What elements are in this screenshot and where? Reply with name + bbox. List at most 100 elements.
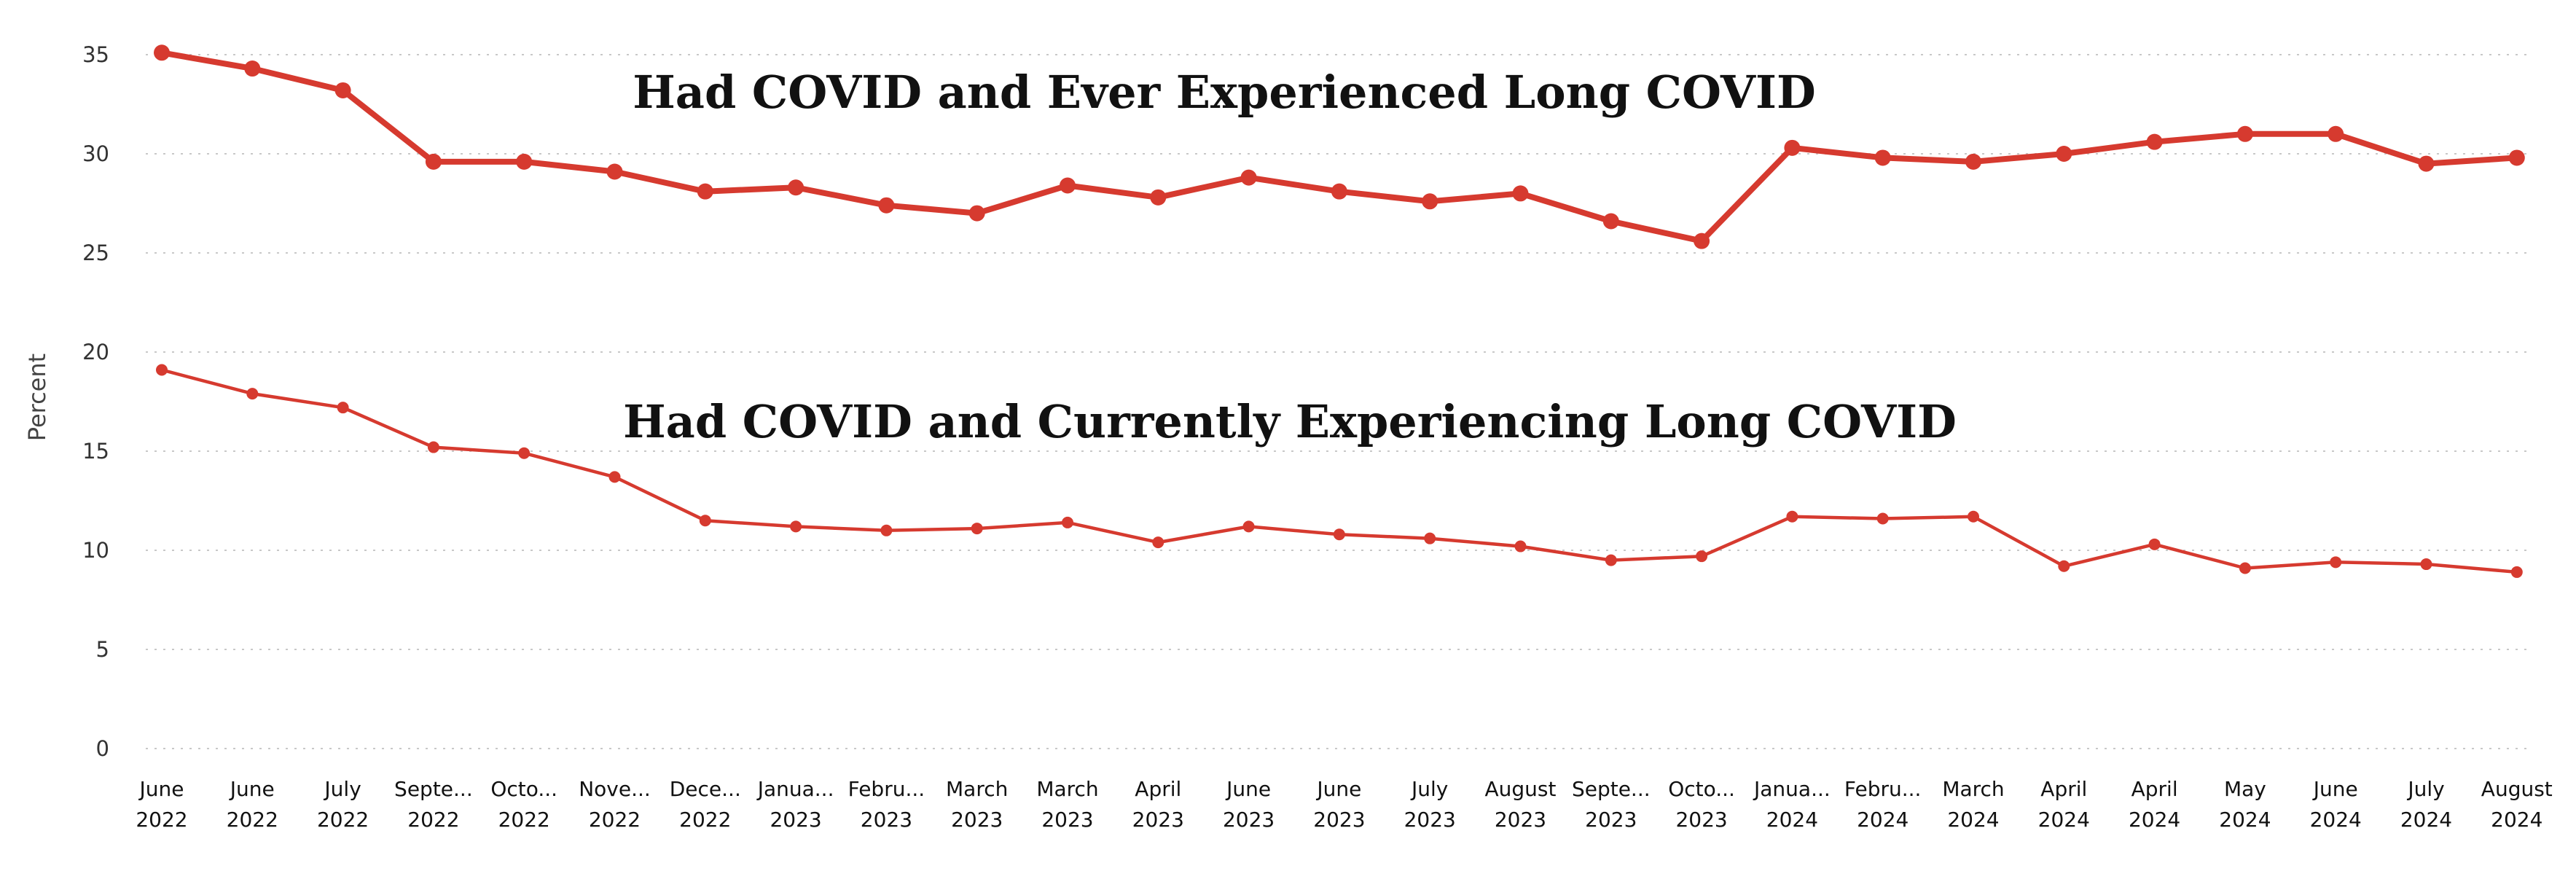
y-tick-label: 15 <box>82 439 109 464</box>
data-point <box>1784 139 1801 156</box>
x-tick-month: Septe... <box>1572 777 1651 801</box>
x-tick-year: 2024 <box>1766 808 1818 832</box>
x-tick-year: 2023 <box>1585 808 1637 832</box>
x-tick-month: April <box>2040 777 2087 801</box>
x-tick-year: 2023 <box>1675 808 1727 832</box>
x-tick-month: June <box>138 777 184 801</box>
data-point <box>2510 566 2523 578</box>
data-point <box>2239 562 2251 574</box>
data-point <box>790 520 802 533</box>
data-point <box>518 447 531 459</box>
x-tick-month: March <box>1036 777 1098 801</box>
x-tick-month: June <box>1225 777 1271 801</box>
data-point <box>246 388 259 400</box>
x-tick-month: Octo... <box>490 777 557 801</box>
data-point <box>1602 213 1619 230</box>
x-tick-month: Janua... <box>1753 777 1831 801</box>
data-point <box>2236 125 2253 142</box>
y-tick-label: 5 <box>96 637 109 662</box>
x-tick-year: 2022 <box>679 808 731 832</box>
x-tick-month: May <box>2224 777 2266 801</box>
x-tick-year: 2023 <box>1041 808 1093 832</box>
y-tick-label: 25 <box>82 241 109 265</box>
data-point <box>880 524 893 536</box>
data-point <box>878 197 895 214</box>
data-point <box>1150 189 1167 206</box>
data-point <box>1605 554 1617 566</box>
data-point <box>1694 233 1710 249</box>
x-tick-month: Febru... <box>848 777 925 801</box>
x-tick-month: Octo... <box>1668 777 1735 801</box>
x-tick-year: 2024 <box>2219 808 2271 832</box>
x-tick-month: July <box>2406 777 2444 801</box>
x-tick-month: August <box>1485 777 1557 801</box>
data-point <box>2418 155 2435 172</box>
x-tick-month: Nove... <box>579 777 651 801</box>
x-tick-month: March <box>946 777 1008 801</box>
data-point <box>516 153 533 170</box>
x-tick-month: April <box>2131 777 2178 801</box>
x-tick-month: June <box>2312 777 2358 801</box>
x-tick-month: March <box>1942 777 2004 801</box>
data-point <box>2056 146 2072 162</box>
data-point <box>1696 550 1708 563</box>
data-point <box>2420 558 2432 571</box>
y-axis-ticks: 0 5 10 15 20 25 30 35 <box>82 42 109 761</box>
data-point <box>425 153 442 170</box>
data-point <box>1060 177 1076 194</box>
x-tick-year: 2023 <box>1223 808 1275 832</box>
x-tick-year: 2023 <box>951 808 1003 832</box>
data-point <box>699 515 711 527</box>
x-tick-month: June <box>1315 777 1361 801</box>
x-tick-year: 2024 <box>2491 808 2542 832</box>
series-label-current-long-covid: Had COVID and Currently Experiencing Lon… <box>623 395 1957 448</box>
data-point <box>1874 149 1891 166</box>
data-point <box>244 60 261 77</box>
data-point <box>2328 125 2344 142</box>
x-tick-year: 2022 <box>227 808 278 832</box>
data-point <box>1242 520 1255 533</box>
x-tick-month: Febru... <box>1844 777 1922 801</box>
data-point <box>788 179 804 196</box>
y-tick-label: 20 <box>82 340 109 364</box>
x-tick-year: 2024 <box>1947 808 1999 832</box>
data-point <box>1333 528 1345 541</box>
data-point <box>697 183 713 200</box>
x-tick-year: 2022 <box>498 808 550 832</box>
x-tick-year: 2022 <box>317 808 369 832</box>
data-point <box>1876 512 1889 525</box>
data-point <box>1062 516 1073 528</box>
x-tick-year: 2024 <box>2129 808 2180 832</box>
y-tick-label: 30 <box>82 141 109 166</box>
data-point <box>971 523 983 535</box>
data-point <box>2058 560 2070 572</box>
x-tick-year: 2023 <box>770 808 821 832</box>
data-point <box>2148 538 2161 550</box>
data-point <box>427 441 439 453</box>
y-axis-label: Percent <box>23 354 51 441</box>
x-tick-year: 2024 <box>1857 808 1908 832</box>
data-point <box>1422 193 1438 210</box>
data-point <box>334 82 351 98</box>
x-tick-month: Dece... <box>670 777 741 801</box>
gridlines <box>146 54 2529 749</box>
data-point <box>968 205 985 222</box>
data-point <box>2330 556 2342 569</box>
data-point <box>1512 185 1529 202</box>
x-tick-month: August <box>2481 777 2553 801</box>
x-tick-year: 2023 <box>1313 808 1365 832</box>
x-tick-year: 2022 <box>407 808 459 832</box>
series-label-ever-long-covid: Had COVID and Ever Experienced Long COVI… <box>633 66 1816 119</box>
data-point <box>1240 169 1257 186</box>
x-tick-month: Janua... <box>756 777 834 801</box>
x-axis-ticks: June 2022 June 2022 July 2022 Septe... 2022 Octo… <box>136 777 2552 832</box>
data-point <box>154 44 170 61</box>
data-point <box>1331 183 1347 200</box>
data-point <box>1424 532 1436 544</box>
series-lines <box>154 44 2525 578</box>
x-tick-year: 2024 <box>2400 808 2452 832</box>
x-tick-year: 2023 <box>1404 808 1456 832</box>
x-tick-month: July <box>1410 777 1448 801</box>
x-tick-year: 2022 <box>136 808 187 832</box>
